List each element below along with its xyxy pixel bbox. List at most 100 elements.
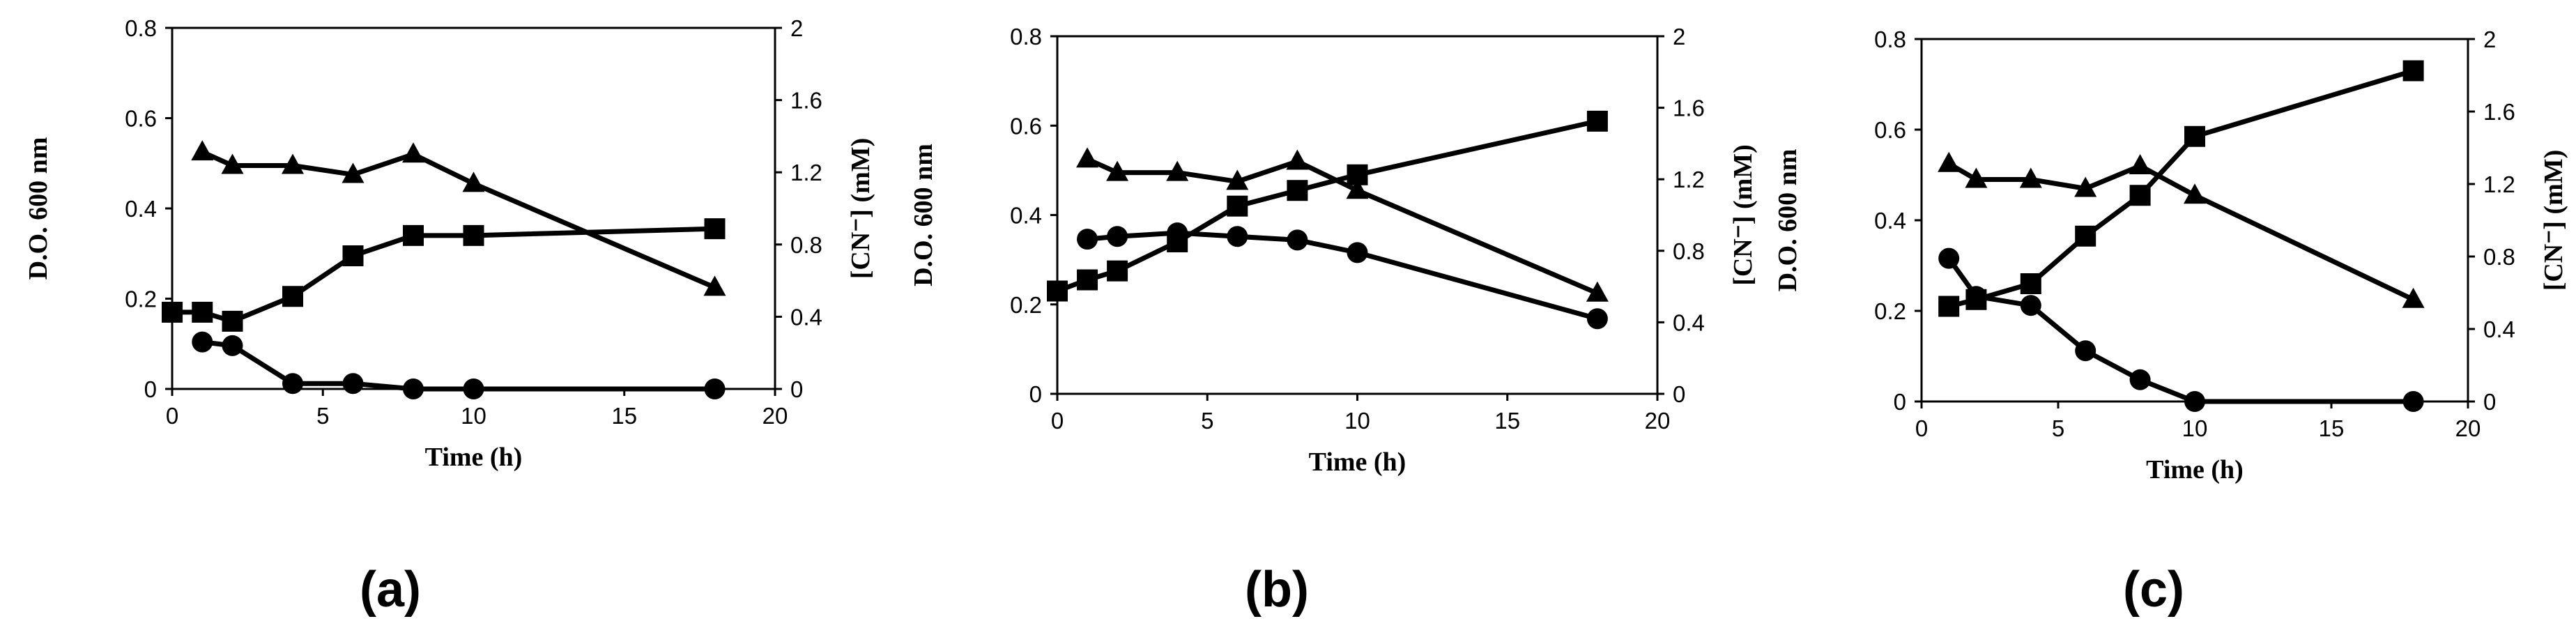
y2-axis-title: [CN⁻] (mM) bbox=[2539, 150, 2568, 291]
data-point-triangle bbox=[2074, 176, 2097, 197]
data-point-triangle bbox=[2129, 154, 2152, 174]
data-point-circle bbox=[2020, 295, 2041, 316]
x-tick-label: 10 bbox=[461, 403, 486, 429]
y2-tick-label: 0 bbox=[790, 376, 803, 402]
data-point-square bbox=[463, 224, 484, 246]
y-tick-label: 0.8 bbox=[1874, 26, 1906, 52]
x-tick-label: 10 bbox=[1344, 408, 1370, 434]
data-point-square bbox=[1586, 110, 1608, 132]
data-point-square bbox=[704, 218, 726, 240]
y2-tick-label: 0 bbox=[2483, 389, 2496, 415]
y2-tick-label: 1.6 bbox=[1673, 95, 1705, 121]
data-point-circle bbox=[403, 378, 424, 399]
x-tick-label: 0 bbox=[166, 403, 178, 429]
x-tick-label: 15 bbox=[1494, 408, 1520, 434]
x-tick-label: 20 bbox=[2455, 415, 2481, 441]
y2-tick-label: 0.8 bbox=[1673, 238, 1705, 264]
chart-panel-c: 0 5 10 15 2000.20.40.60.800.40.81.21.62Time … bbox=[1773, 26, 2568, 618]
y-tick-label: 0.8 bbox=[125, 15, 157, 41]
y2-tick-label: 2 bbox=[2483, 26, 2496, 52]
x-tick-label: 5 bbox=[316, 403, 329, 429]
data-point-square bbox=[222, 310, 243, 332]
data-point-square bbox=[342, 245, 364, 266]
data-point-circle bbox=[1227, 226, 1248, 247]
data-point-square bbox=[162, 301, 183, 323]
data-point-triangle bbox=[2402, 287, 2425, 308]
data-point-circle bbox=[1167, 222, 1188, 244]
data-point-circle bbox=[2402, 391, 2424, 412]
panel-label: (a) bbox=[360, 562, 421, 618]
y2-tick-label: 0.8 bbox=[790, 232, 822, 258]
data-point-square bbox=[192, 301, 213, 323]
y-tick-label: 0.8 bbox=[1010, 24, 1042, 49]
data-point-circle bbox=[2075, 340, 2096, 362]
data-point-circle bbox=[2184, 391, 2205, 412]
series-square bbox=[1047, 110, 1608, 302]
plot-frame bbox=[1920, 38, 2469, 403]
x-axis-title: Time (h) bbox=[2146, 455, 2244, 484]
y-tick-label: 0 bbox=[1029, 381, 1042, 407]
data-point-circle bbox=[1107, 226, 1128, 247]
x-tick-label: 0 bbox=[1051, 408, 1064, 434]
data-point-circle bbox=[342, 373, 364, 395]
y-tick-label: 0.2 bbox=[1874, 298, 1906, 324]
data-point-triangle bbox=[221, 153, 244, 174]
data-point-square bbox=[1047, 280, 1068, 302]
y2-tick-label: 2 bbox=[1673, 24, 1685, 49]
y2-tick-label: 0.4 bbox=[2483, 316, 2515, 342]
data-point-triangle bbox=[282, 153, 304, 174]
y-tick-label: 0.2 bbox=[1010, 292, 1042, 318]
y-tick-label: 0 bbox=[1894, 389, 1906, 415]
data-point-triangle bbox=[2184, 183, 2206, 204]
data-point-circle bbox=[192, 331, 213, 353]
x-tick-label: 0 bbox=[1915, 415, 1928, 441]
data-point-square bbox=[1287, 180, 1308, 201]
y-axis-title: D.O. 600 nm bbox=[1773, 149, 1802, 292]
data-point-triangle bbox=[1076, 147, 1099, 168]
y-tick-label: 0 bbox=[144, 376, 157, 402]
x-tick-label: 5 bbox=[1201, 408, 1213, 434]
series-triangle bbox=[191, 140, 726, 296]
x-tick-label: 5 bbox=[2052, 415, 2064, 441]
x-tick-label: 20 bbox=[1645, 408, 1671, 434]
data-point-square bbox=[2402, 60, 2424, 82]
y-tick-label: 0.6 bbox=[1874, 117, 1906, 143]
data-point-square bbox=[2075, 225, 2096, 247]
data-point-circle bbox=[1586, 308, 1608, 330]
data-point-square bbox=[1107, 260, 1128, 282]
series-line bbox=[1947, 257, 2414, 404]
data-point-circle bbox=[704, 378, 726, 399]
x-axis-title: Time (h) bbox=[1309, 447, 1406, 477]
y-tick-label: 0.6 bbox=[1010, 113, 1042, 139]
data-point-triangle bbox=[1286, 149, 1309, 170]
data-point-circle bbox=[282, 373, 303, 395]
y2-tick-label: 1.6 bbox=[2483, 99, 2515, 125]
panel-label: (c) bbox=[2123, 562, 2184, 618]
series-triangle bbox=[1938, 151, 2425, 308]
data-point-triangle bbox=[1965, 167, 1988, 188]
y2-tick-label: 2 bbox=[790, 15, 803, 41]
data-point-triangle bbox=[402, 142, 424, 163]
series-line bbox=[201, 339, 715, 392]
data-point-square bbox=[1938, 296, 1960, 317]
data-point-square bbox=[2020, 273, 2041, 294]
data-point-circle bbox=[222, 335, 243, 356]
data-point-triangle bbox=[462, 171, 485, 192]
data-point-circle bbox=[1938, 247, 1960, 269]
data-point-circle bbox=[2129, 369, 2151, 390]
data-point-circle bbox=[1347, 242, 1368, 263]
data-point-square bbox=[2129, 185, 2151, 206]
y2-tick-label: 1.6 bbox=[790, 88, 822, 114]
series-line bbox=[172, 226, 715, 324]
data-point-triangle bbox=[1938, 151, 1961, 172]
y-tick-label: 0.4 bbox=[1010, 203, 1042, 229]
data-point-triangle bbox=[191, 140, 214, 161]
data-point-circle bbox=[1287, 229, 1308, 251]
data-point-triangle bbox=[1166, 160, 1189, 181]
series-square bbox=[162, 218, 726, 332]
y-axis-title: D.O. 600 nm bbox=[24, 137, 53, 280]
chart-panel-b: 0 5 10 15 2000.20.40.60.800.40.81.21.62Time … bbox=[909, 24, 1758, 618]
panel-label: (b) bbox=[1245, 562, 1309, 618]
x-tick-label: 20 bbox=[762, 403, 788, 429]
data-point-square bbox=[1227, 195, 1248, 217]
